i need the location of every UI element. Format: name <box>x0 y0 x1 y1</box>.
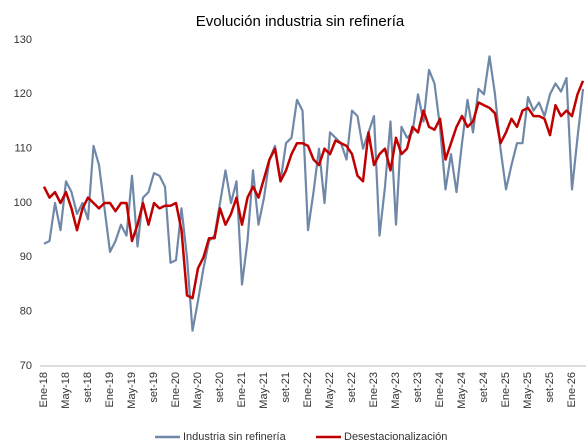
x-tick-label: Ene-24 <box>434 372 446 407</box>
x-tick-label: set-20 <box>214 372 226 403</box>
y-tick-label: 100 <box>14 197 32 209</box>
legend-label: Industria sin refinería <box>183 431 287 443</box>
x-tick-label: May-20 <box>192 372 204 409</box>
y-tick-label: 70 <box>20 360 32 372</box>
series-line <box>43 55 585 332</box>
y-tick-label: 110 <box>14 143 32 155</box>
y-tick-label: 130 <box>14 34 32 46</box>
x-tick-label: Ene-19 <box>104 372 116 407</box>
y-tick-label: 120 <box>14 88 32 100</box>
chart-title: Evolución industria sin refinería <box>196 13 405 30</box>
x-tick-label: set-25 <box>544 372 556 403</box>
x-tick-label: Ene-25 <box>500 372 512 407</box>
x-tick-label: set-21 <box>280 372 292 403</box>
y-tick-label: 90 <box>20 251 32 263</box>
x-tick-label: Ene-20 <box>170 372 182 407</box>
x-tick-label: May-24 <box>456 372 468 409</box>
x-tick-label: Ene-18 <box>38 372 50 407</box>
series-line <box>42 80 585 300</box>
x-tick-label: May-22 <box>324 372 336 409</box>
x-tick-label: set-23 <box>412 372 424 403</box>
x-tick-label: May-23 <box>390 372 402 409</box>
x-tick-label: set-19 <box>148 372 160 403</box>
x-tick-label: set-22 <box>346 372 358 403</box>
y-tick-label: 80 <box>20 306 32 318</box>
x-tick-label: May-21 <box>258 372 270 409</box>
x-tick-label: set-24 <box>478 372 490 403</box>
x-tick-label: Ene-23 <box>368 372 380 407</box>
x-tick-label: May-18 <box>60 372 72 409</box>
x-tick-label: May-25 <box>522 372 534 409</box>
x-tick-label: Ene-22 <box>302 372 314 407</box>
x-tick-label: Ene-21 <box>236 372 248 407</box>
x-tick-label: Ene-26 <box>566 372 578 407</box>
legend-label: Desestacionalización <box>344 431 447 443</box>
x-tick-label: set-18 <box>82 372 94 403</box>
x-tick-label: May-19 <box>126 372 138 409</box>
